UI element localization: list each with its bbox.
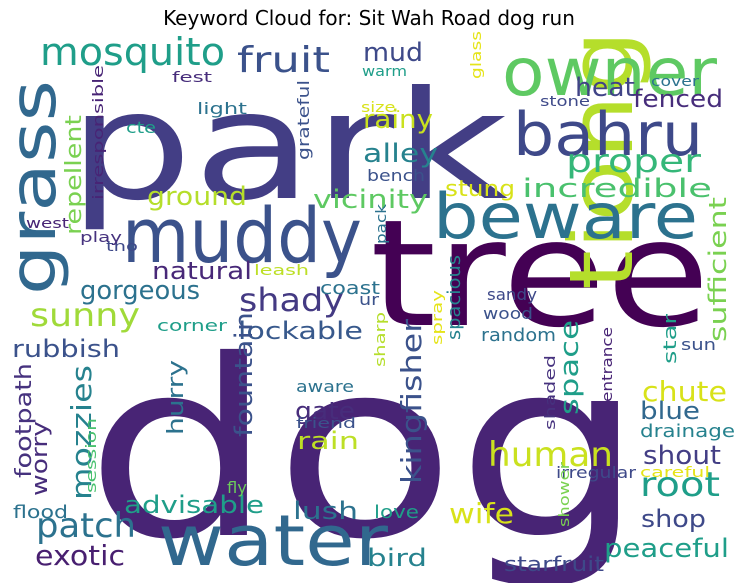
- word-exotic: exotic: [35, 539, 125, 572]
- word-patch: patch: [36, 506, 136, 546]
- word-shop: shop: [641, 505, 706, 533]
- word-grass: grass: [0, 80, 71, 295]
- word-tho: tho: [106, 239, 138, 255]
- word-glass: glass: [469, 31, 485, 79]
- word-lockable: lockable: [238, 317, 363, 345]
- word-worry: worry: [28, 421, 53, 496]
- word-fenced: fenced: [633, 85, 723, 113]
- word-lush: lush: [293, 497, 358, 525]
- word-careful: careful: [640, 465, 710, 481]
- word-human: human: [488, 435, 613, 475]
- word-fly: fly: [227, 478, 247, 497]
- word-kingfisher: kingfisher: [395, 318, 428, 484]
- word-irregular: irregular: [556, 463, 636, 482]
- word-cte: cte: [126, 118, 156, 137]
- word-ground: ground: [147, 182, 247, 212]
- word-sandy: sandy: [487, 285, 537, 304]
- word-random: random: [481, 325, 556, 346]
- word-fruit: fruit: [237, 40, 330, 81]
- word-spray: spray: [430, 290, 446, 345]
- word-tree: tree: [370, 188, 710, 360]
- word-mud: mud: [363, 38, 423, 68]
- word-shower: shower: [557, 462, 573, 527]
- word-warm: warm: [362, 64, 407, 80]
- word-drainage: drainage: [640, 421, 735, 442]
- word-blue: blue: [640, 397, 700, 425]
- word-light: light: [197, 99, 247, 118]
- word-friend: friend: [296, 416, 356, 432]
- word-coast: coast: [320, 278, 380, 299]
- word-corner: corner: [157, 316, 228, 335]
- word-pack: pack: [374, 203, 390, 244]
- word-size: size.: [361, 100, 401, 116]
- word-water: water: [158, 500, 388, 582]
- word-proper: proper: [566, 142, 702, 180]
- word-sunny: sunny: [30, 296, 140, 334]
- word-bench: bench: [367, 166, 425, 185]
- chart-title: Keyword Cloud for: Sit Wah Road dog run: [163, 6, 575, 30]
- word-irresponsible: irresponsible: [91, 65, 107, 200]
- word-wood: wood: [483, 304, 533, 323]
- word-wife: wife: [449, 497, 514, 530]
- word-muddy: muddy: [122, 191, 362, 280]
- word-heat: heat: [575, 73, 635, 103]
- word-chute: chute: [642, 375, 727, 408]
- word-aware: aware: [296, 377, 354, 396]
- word-incredible: incredible: [522, 174, 712, 204]
- word-dog: dog: [85, 308, 645, 583]
- word-session: session: [84, 418, 100, 493]
- word-starfruit: starfruit: [504, 552, 604, 576]
- word-bird: bird: [367, 544, 427, 572]
- word-alley: alley: [363, 139, 438, 169]
- word-bahru: bahru: [513, 100, 703, 170]
- word-rubbish: rubbish: [12, 335, 120, 363]
- word-grateful: grateful: [294, 80, 313, 160]
- word-cover: cover: [651, 74, 699, 90]
- word-vicinity: vicinity: [313, 185, 428, 215]
- word-leash: leash: [254, 263, 309, 279]
- word-ur: ur: [359, 290, 380, 309]
- word-rain: rain: [297, 427, 359, 455]
- word-mozzies: mozzies: [65, 365, 98, 500]
- word-stung: stung: [445, 177, 515, 202]
- word-natural: natural: [152, 257, 252, 285]
- word-gate: gate: [295, 397, 355, 425]
- word-hurry: hurry: [164, 360, 189, 435]
- word-entrance: entrance: [600, 327, 616, 402]
- word-root: root: [640, 465, 720, 505]
- word-star: star: [660, 313, 681, 364]
- word-spacious: spacious: [444, 255, 465, 340]
- word-sharp: sharp: [373, 312, 389, 367]
- word-sun: sun: [681, 335, 716, 354]
- word-sufficient: sufficient: [704, 197, 732, 342]
- word-owner: owner: [502, 34, 718, 111]
- word-gorgeous: gorgeous: [80, 276, 200, 306]
- word-flood: flood: [13, 502, 68, 523]
- word-stone: stone: [540, 94, 590, 110]
- word-fest: fest: [172, 70, 213, 86]
- word-advisable: advisable: [124, 491, 264, 519]
- word-shout: shout: [643, 441, 721, 471]
- word-mosquito: mosquito: [40, 30, 225, 74]
- word-footpath: footpath: [12, 363, 37, 478]
- word-shaded: shaded: [543, 355, 559, 430]
- word-love: love: [374, 502, 419, 523]
- word-repellent: repellent: [62, 115, 87, 235]
- word-shady: shady: [239, 281, 344, 319]
- word-beware: beware: [433, 180, 698, 253]
- word-fountain: fountain: [230, 312, 258, 437]
- word-space: space: [555, 320, 585, 415]
- word-rainy: rainy: [363, 105, 433, 135]
- word-play: play: [80, 230, 122, 246]
- word-tiong: tiong: [550, 30, 653, 290]
- word-peaceful: peaceful: [604, 534, 729, 564]
- word-park: park: [68, 60, 508, 234]
- word-west: west: [26, 216, 70, 232]
